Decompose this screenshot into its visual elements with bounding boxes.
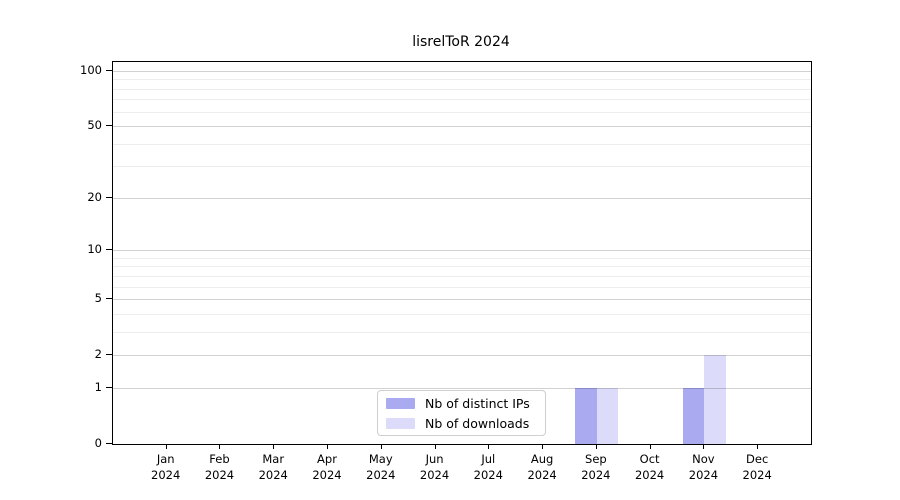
gridline-major bbox=[113, 71, 811, 72]
gridline-minor bbox=[113, 88, 811, 90]
chart-title: lisrelToR 2024 bbox=[412, 34, 510, 50]
legend-swatch-downloads bbox=[386, 417, 415, 429]
y-tick-label: 50 bbox=[87, 118, 102, 133]
x-tick bbox=[434, 444, 436, 449]
x-tick bbox=[649, 444, 651, 449]
legend-entry-distinct-ips: Nb of distinct IPs bbox=[386, 395, 545, 412]
legend-swatch-distinct-ips bbox=[386, 397, 415, 409]
gridline-minor bbox=[113, 143, 811, 145]
gridline-major bbox=[113, 197, 811, 199]
gridline-minor bbox=[113, 79, 811, 81]
x-tick-label: Mar 2024 bbox=[258, 452, 288, 482]
y-tick bbox=[106, 70, 112, 71]
x-tick bbox=[595, 444, 597, 449]
x-tick-label: Aug 2024 bbox=[527, 452, 557, 482]
y-tick bbox=[106, 354, 112, 356]
x-tick-label: Jun 2024 bbox=[419, 452, 450, 482]
x-tick-label: Oct 2024 bbox=[634, 452, 665, 482]
x-tick bbox=[703, 444, 705, 449]
y-tick bbox=[106, 386, 112, 388]
y-tick bbox=[106, 249, 112, 251]
gridline-minor bbox=[113, 286, 811, 288]
x-tick bbox=[219, 444, 221, 449]
y-tick-label: 5 bbox=[94, 291, 102, 306]
bar-downloads bbox=[704, 355, 726, 444]
y-tick bbox=[106, 443, 112, 444]
gridline-minor bbox=[113, 266, 811, 268]
gridline-minor bbox=[113, 111, 811, 113]
x-tick bbox=[165, 444, 167, 449]
y-tick-label: 2 bbox=[94, 347, 102, 362]
legend-label-downloads: Nb of downloads bbox=[425, 415, 530, 431]
x-tick bbox=[273, 444, 275, 449]
x-tick bbox=[542, 444, 544, 449]
x-tick bbox=[327, 444, 328, 449]
gridline-major bbox=[113, 250, 811, 252]
y-tick bbox=[106, 125, 112, 127]
gridline-minor bbox=[113, 275, 811, 277]
x-tick-label: Dec 2024 bbox=[742, 452, 772, 482]
x-tick-label: Nov 2024 bbox=[688, 452, 719, 482]
x-tick bbox=[757, 444, 759, 449]
legend-label-distinct-ips: Nb of distinct IPs bbox=[425, 395, 530, 411]
bar-distinct-ips bbox=[575, 387, 597, 444]
bar-distinct-ips bbox=[682, 387, 705, 444]
legend: Nb of distinct IPs Nb of downloads bbox=[377, 390, 546, 436]
x-tick-label: Feb 2024 bbox=[204, 452, 235, 482]
x-tick-label: Jan 2024 bbox=[151, 452, 181, 482]
y-tick-label: 20 bbox=[87, 189, 102, 204]
x-tick-label: Jul 2024 bbox=[473, 452, 503, 482]
gridline-minor bbox=[113, 257, 811, 259]
x-tick bbox=[380, 444, 382, 449]
legend-entry-downloads: Nb of downloads bbox=[386, 415, 545, 432]
y-tick bbox=[106, 298, 112, 300]
gridline-major bbox=[113, 126, 811, 128]
gridline-minor bbox=[113, 331, 811, 333]
x-tick-label: May 2024 bbox=[366, 452, 396, 482]
y-tick-label: 100 bbox=[80, 63, 102, 77]
bar-downloads bbox=[596, 387, 619, 444]
x-tick bbox=[488, 444, 490, 449]
gridline-minor bbox=[113, 313, 811, 315]
y-tick-label: 1 bbox=[94, 379, 102, 394]
x-tick-label: Sep 2024 bbox=[581, 452, 611, 482]
gridline-major bbox=[113, 355, 811, 357]
gridline-major bbox=[113, 387, 811, 389]
y-tick-label: 10 bbox=[87, 242, 102, 257]
x-tick-label: Apr 2024 bbox=[312, 452, 342, 482]
gridline-minor bbox=[113, 99, 811, 101]
plot-area bbox=[112, 61, 812, 445]
gridline-minor bbox=[113, 166, 811, 168]
gridline-major bbox=[113, 299, 811, 301]
y-tick bbox=[106, 196, 112, 198]
y-tick-label: 0 bbox=[94, 436, 102, 450]
